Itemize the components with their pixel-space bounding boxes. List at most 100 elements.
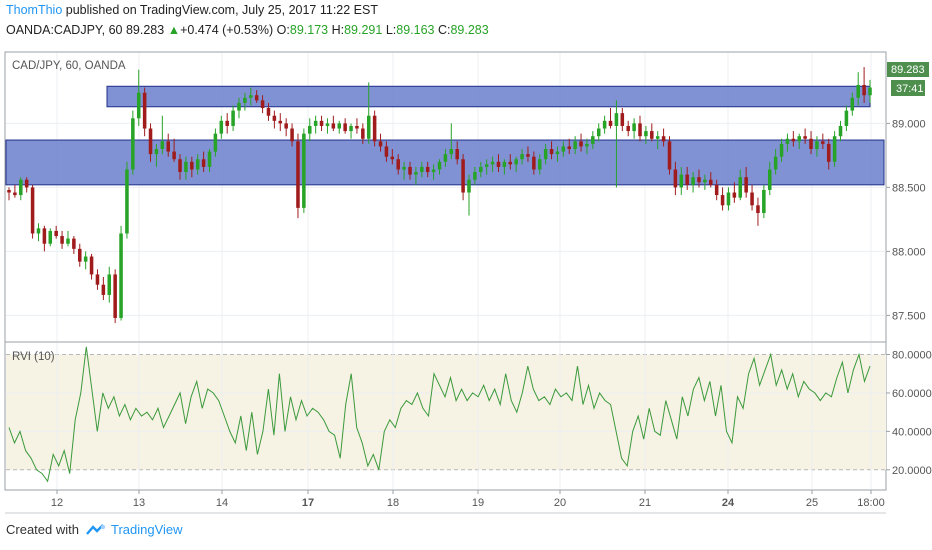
candle [113,269,117,324]
candle-body [785,138,790,144]
candle-body [520,154,524,160]
candle-body [620,113,625,126]
candle [366,82,371,144]
open-value: 89.173 [289,23,329,37]
candle [703,174,707,190]
candle [791,131,796,147]
tradingview-logo[interactable]: TradingView [85,522,183,537]
candle [225,113,229,134]
low-label: L: [385,23,397,37]
candle [296,133,300,219]
time-tick-label: 13 [133,497,145,509]
price-pane-legend: CAD/JPY, 60, OANDA [12,60,126,72]
candle [266,102,271,121]
publish-header: ThomThio published on TradingView.com, J… [6,3,378,17]
candle-body [697,177,701,183]
candle [231,105,235,132]
rvi-pane-legend: RVI (10) [12,351,55,363]
candle [773,149,778,175]
candle [420,161,424,178]
candle-body [844,110,849,126]
candle-body [213,133,218,152]
candle [585,138,589,155]
candle [709,172,713,188]
low-value: 89.163 [396,23,435,37]
candlestick-series [7,67,872,324]
candle-body [608,120,613,126]
close-label: C: [437,23,451,37]
candle [473,166,477,185]
candle [24,177,29,193]
candle [767,161,772,196]
candle-body [661,136,666,142]
candle-body [644,131,648,137]
candle-body [685,174,689,185]
candle-body [178,159,182,173]
up-arrow-icon: ▲ [167,23,181,37]
candle-body [48,230,53,244]
candle-body [514,159,518,165]
candle [160,115,165,155]
candle-body [378,141,383,147]
candle [567,138,572,155]
candle [290,123,294,147]
candle [856,72,860,106]
candle [414,166,418,185]
tradingview-logo-icon [86,523,106,535]
candle-body [24,179,29,188]
candle [83,251,88,270]
candle [514,156,518,173]
candle-body [443,154,448,162]
price-tick-label: 88.500 [892,182,926,194]
candle [319,115,324,132]
candle [549,141,554,160]
candle [543,143,548,165]
candle-body [272,115,277,121]
time-tick-label: 24 [722,497,735,509]
candle-body [756,205,760,213]
candle [36,223,41,242]
candle-body [95,274,100,285]
candle-body [366,115,371,139]
created-with-label: Created with [6,522,79,537]
candle-body [821,141,825,144]
candle-body [160,141,165,149]
candle [632,118,636,139]
candle-body [473,172,477,180]
candle [650,123,654,142]
candle [13,184,17,198]
candle [77,243,82,267]
candle [520,149,524,165]
resistance-zone[interactable] [106,85,871,108]
candle-body [384,146,389,157]
candle-body [13,192,17,196]
candle [697,169,701,188]
candle [750,184,754,211]
candle [207,149,212,173]
author-link[interactable]: ThomThio [6,3,63,17]
candle [691,172,695,193]
candle-body [113,274,117,318]
candle-body [502,161,507,167]
candle-body [767,169,772,190]
candle [136,69,141,126]
candle-body [868,87,872,96]
candle-body [532,156,536,170]
candle [756,197,760,226]
time-tick-label: 20 [554,497,566,509]
candle [42,225,47,252]
candle [243,92,247,111]
candle [732,182,737,203]
candle-body [673,169,678,188]
candle-body [797,136,802,142]
candle-body [66,238,70,244]
candle-body [225,120,229,126]
candle [537,154,542,175]
candle [72,236,76,254]
candle-body [36,228,41,234]
candle [260,95,265,114]
candle-body [549,149,554,155]
candle [237,97,241,119]
candle-body [738,177,743,198]
